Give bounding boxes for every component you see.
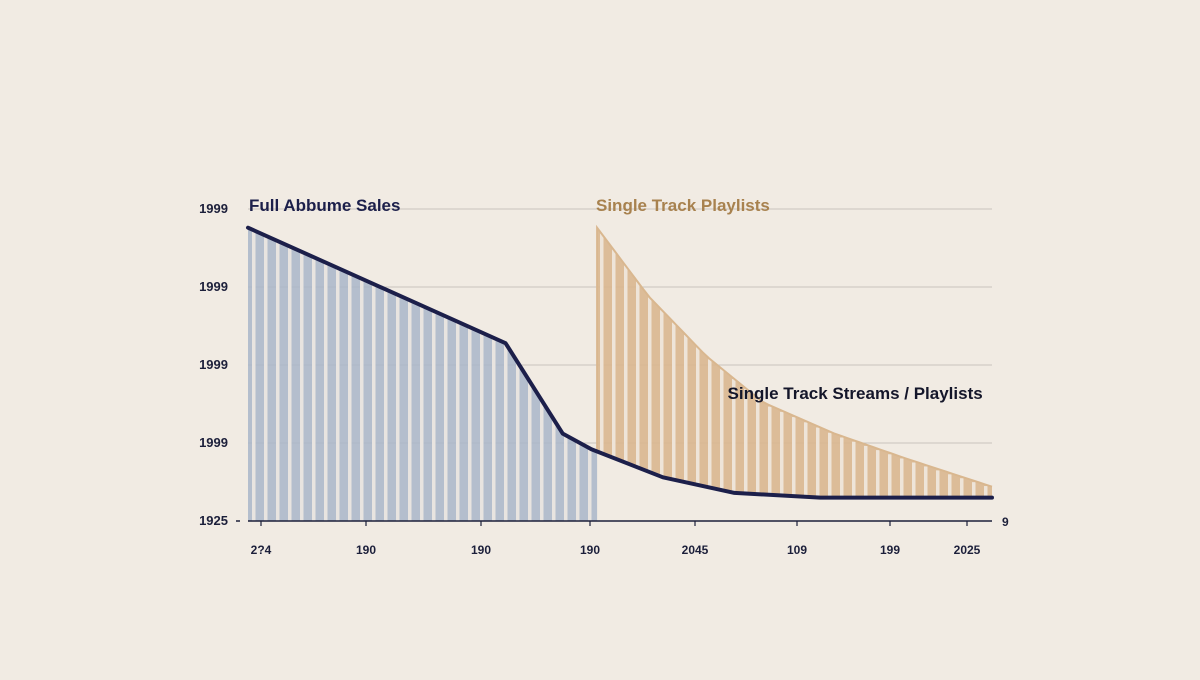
hatch-stripe xyxy=(300,253,304,521)
hatch-stripe xyxy=(444,317,448,521)
hatch-stripe xyxy=(456,322,460,521)
y-tick-label: 1925 xyxy=(199,513,228,528)
hatch-stripe xyxy=(840,437,844,498)
hatch-stripe xyxy=(276,242,280,522)
hatch-stripe xyxy=(264,236,268,521)
hatch-stripe xyxy=(612,249,616,458)
hatch-stripe xyxy=(624,265,628,463)
series-label-single-track-playlists: Single Track Playlists xyxy=(596,196,770,215)
x-tick-label: 2045 xyxy=(682,543,709,557)
line-single-track-playlists xyxy=(596,224,993,488)
hatch-stripe xyxy=(384,290,388,521)
hatch-stripe xyxy=(864,445,868,498)
hatch-stripe xyxy=(792,417,796,497)
hatch-stripe xyxy=(720,369,724,490)
x-tick-label: 2025 xyxy=(954,543,981,557)
x-tick-label: 2?4 xyxy=(251,543,272,557)
line-layer xyxy=(246,224,994,500)
label-layer: Full Abbume Sales Single Track Playlists S… xyxy=(249,196,983,403)
hatch-stripe xyxy=(936,470,940,498)
hatch-stripe xyxy=(636,281,640,467)
end-value-label: 9 xyxy=(1002,515,1009,529)
hatch-stripe xyxy=(768,406,772,495)
series-label-full-album-sales: Full Abbume Sales xyxy=(249,196,400,215)
hatch-stripe xyxy=(912,462,916,498)
hatch-stripe xyxy=(420,306,424,521)
hatch-stripe xyxy=(504,344,508,521)
annotation-label: Single Track Streams / Playlists xyxy=(728,384,983,403)
hatch-stripe xyxy=(780,411,784,496)
hatch-stripe xyxy=(972,482,976,498)
hatch-layer xyxy=(252,231,988,522)
hatch-stripe xyxy=(888,454,892,498)
hatch-stripe xyxy=(828,432,832,498)
hatch-stripe xyxy=(576,442,580,521)
hatch-stripe xyxy=(696,347,700,485)
hatch-stripe xyxy=(708,359,712,488)
hatch-stripe xyxy=(552,418,556,521)
hatch-stripe xyxy=(372,285,376,521)
hatch-stripe xyxy=(492,339,496,521)
x-tick-label: 190 xyxy=(580,543,600,557)
hatch-stripe xyxy=(660,310,664,477)
hatch-stripe xyxy=(948,474,952,498)
hatch-stripe xyxy=(360,279,364,521)
hatch-stripe xyxy=(756,398,760,495)
hatch-stripe xyxy=(852,441,856,498)
hatch-stripe xyxy=(684,335,688,482)
area-single-track-playlists xyxy=(597,227,992,498)
hatch-stripe xyxy=(324,263,328,521)
hatch-stripe xyxy=(396,296,400,521)
hatch-stripe xyxy=(348,274,352,521)
hatch-stripe xyxy=(984,486,988,498)
hatch-stripe xyxy=(336,269,340,521)
hatch-stripe xyxy=(960,478,964,498)
x-tick-label: 190 xyxy=(471,543,491,557)
hatch-stripe xyxy=(480,333,484,521)
hatch-stripe xyxy=(468,328,472,521)
x-tick-label: 199 xyxy=(880,543,900,557)
hatch-stripe xyxy=(600,233,604,453)
hatch-stripe xyxy=(732,379,736,493)
hatch-stripe xyxy=(252,231,256,521)
hatch-stripe xyxy=(432,312,436,521)
hatch-stripe xyxy=(744,388,748,494)
hatch-stripe xyxy=(900,458,904,498)
hatch-stripe xyxy=(876,450,880,498)
y-tick-label: 1999 xyxy=(199,357,228,372)
x-tick-label: 109 xyxy=(787,543,807,557)
hatch-stripe xyxy=(924,466,928,498)
hatch-stripe xyxy=(540,399,544,521)
area-layer xyxy=(248,227,992,521)
hatch-stripe xyxy=(528,380,532,521)
hatch-stripe xyxy=(516,361,520,521)
hatch-stripe xyxy=(816,427,820,498)
hatch-stripe xyxy=(804,422,808,497)
hatch-stripe xyxy=(588,449,592,521)
y-tick-label: 1999 xyxy=(199,435,228,450)
hatch-stripe xyxy=(564,436,568,521)
y-tick-label: 1999 xyxy=(199,201,228,216)
line-full-album-sales xyxy=(246,225,994,500)
y-tick-label: 1999 xyxy=(199,279,228,294)
hatch-stripe xyxy=(288,247,292,521)
hatch-stripe xyxy=(648,297,652,472)
hatch-stripe xyxy=(312,258,316,521)
hatch-stripe xyxy=(672,322,676,480)
x-tick-label: 190 xyxy=(356,543,376,557)
hatch-stripe xyxy=(408,301,412,521)
